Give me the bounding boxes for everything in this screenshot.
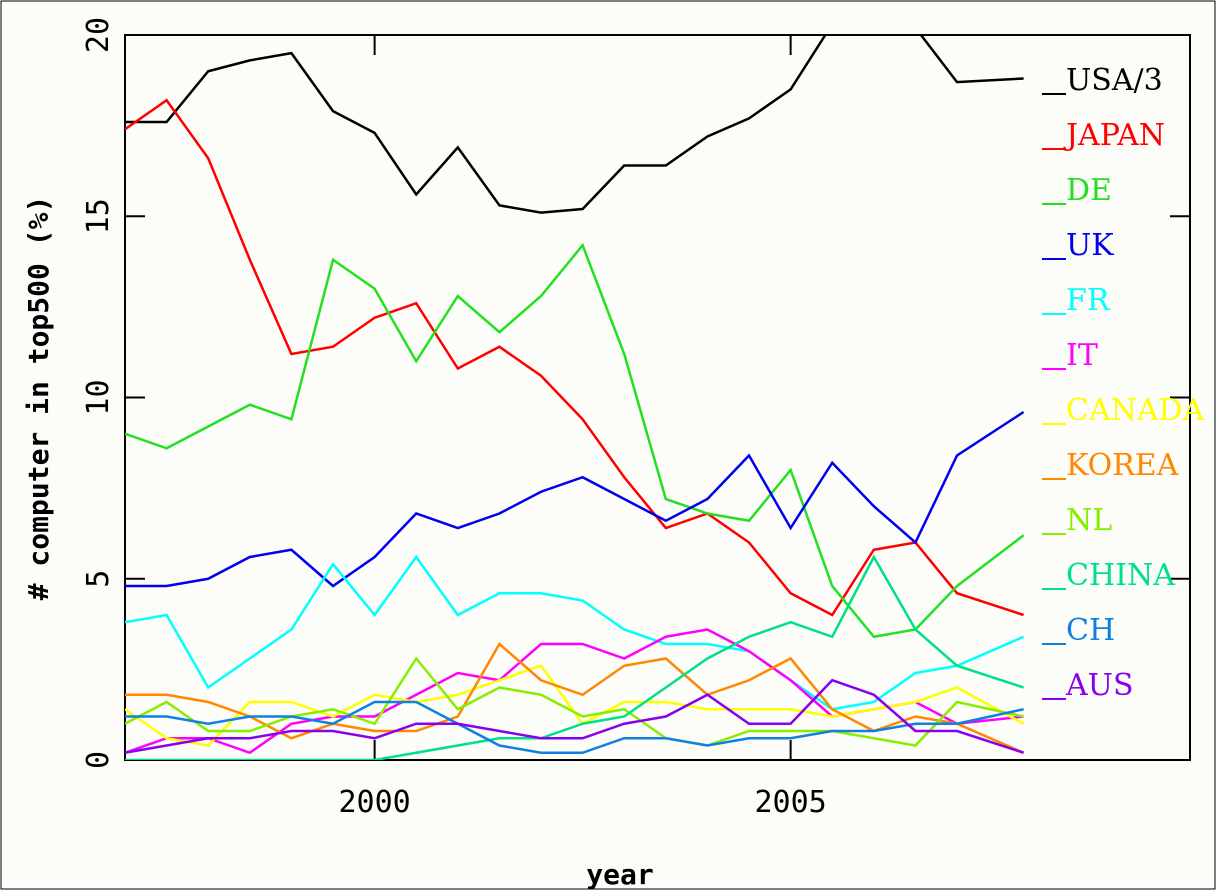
series-line [125,664,1025,747]
legend-label: USA/3 [1066,63,1163,98]
legend-label: DE [1066,173,1112,208]
legend-label: UK [1066,228,1114,263]
legend-label: IT [1066,338,1098,373]
legend-label: FR [1066,283,1111,318]
legend-label: KOREA [1066,448,1179,483]
legend-label: CHINA [1066,558,1175,593]
series-line [125,554,1024,760]
series-line [125,35,1024,214]
legend-label: JAPAN [1063,118,1165,153]
series-line [125,678,1024,754]
series-line [125,410,1025,588]
plot-lines [125,35,1025,760]
y-tick-label: 15 [81,198,116,234]
y-tick-label: 20 [81,17,116,53]
y-tick-label: 0 [81,751,116,769]
y-axis-label: # computer in top500 (%) [22,196,55,601]
y-tick-label: 5 [81,570,116,588]
legend-label: AUS [1065,668,1134,703]
legend-label: CH [1066,613,1115,648]
legend-label: CANADA [1066,393,1205,428]
series-line [125,656,1024,747]
x-tick-label: 2005 [755,785,827,820]
series-line [125,642,1025,754]
series-line [125,98,1024,617]
x-axis-label: year [586,858,653,890]
series-line [125,242,1025,639]
series-line [125,554,1025,711]
legend-label: NL [1066,503,1112,538]
y-tick-label: 10 [81,379,116,415]
series-line [125,700,1024,754]
x-tick-label: 2000 [338,785,410,820]
